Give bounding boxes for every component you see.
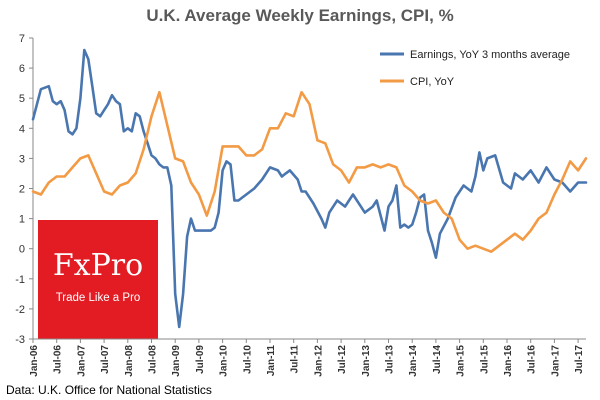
x-tick-label: Jan-06 — [29, 345, 40, 377]
y-tick-label: 3 — [19, 153, 25, 165]
y-tick-label: -1 — [15, 274, 25, 286]
x-tick-label: Jul-13 — [385, 345, 396, 374]
x-tick-label: Jan-16 — [503, 345, 514, 377]
x-tick-label: Jul-17 — [574, 345, 585, 374]
x-tick-label: Jan-15 — [456, 345, 467, 377]
x-tick-label: Jan-13 — [361, 345, 372, 377]
y-tick-label: -2 — [15, 304, 25, 316]
chart-title: U.K. Average Weekly Earnings, CPI, % — [146, 6, 454, 25]
source-note: Data: U.K. Office for National Statistic… — [6, 383, 212, 397]
y-tick-label: -3 — [15, 334, 25, 346]
x-tick-label: Jul-07 — [100, 345, 111, 374]
x-tick-label: Jul-08 — [148, 345, 159, 374]
fxpro-logo: FxPro Trade Like a Pro — [38, 220, 158, 339]
x-tick-label: Jul-14 — [432, 345, 443, 374]
y-tick-label: 0 — [19, 244, 25, 256]
y-tick-label: 1 — [19, 214, 25, 226]
legend-label-cpi: CPI, YoY — [410, 76, 455, 88]
x-tick-label: Jul-06 — [53, 345, 64, 374]
x-tick-label: Jul-11 — [290, 345, 301, 374]
x-tick-label: Jan-11 — [266, 345, 277, 377]
earnings-series-line — [31, 48, 588, 329]
logo-name: FxPro — [52, 248, 144, 283]
y-tick-label: 2 — [19, 184, 25, 196]
y-tick-label: 7 — [19, 33, 25, 45]
x-tick-label: Jul-12 — [337, 345, 348, 374]
y-tick-label: 6 — [19, 63, 25, 75]
x-tick-label: Jan-17 — [550, 345, 561, 377]
x-tick-label: Jul-09 — [195, 345, 206, 374]
x-tick-label: Jul-15 — [479, 345, 490, 374]
cpi-series-line — [31, 90, 588, 253]
x-tick-label: Jan-12 — [313, 345, 324, 377]
legend-label-earnings: Earnings, YoY 3 months average — [410, 49, 570, 61]
y-tick-label: 5 — [19, 93, 25, 105]
x-tick-label: Jan-14 — [408, 345, 419, 377]
x-tick-label: Jan-10 — [219, 345, 230, 377]
x-tick-label: Jan-08 — [124, 345, 135, 377]
x-tick-label: Jul-10 — [242, 345, 253, 374]
x-tick-label: Jan-09 — [171, 345, 182, 377]
y-tick-label: 4 — [19, 123, 25, 135]
x-tick-label: Jan-07 — [76, 345, 87, 377]
logo-tagline: Trade Like a Pro — [55, 292, 141, 304]
x-tick-label: Jul-16 — [527, 345, 538, 374]
